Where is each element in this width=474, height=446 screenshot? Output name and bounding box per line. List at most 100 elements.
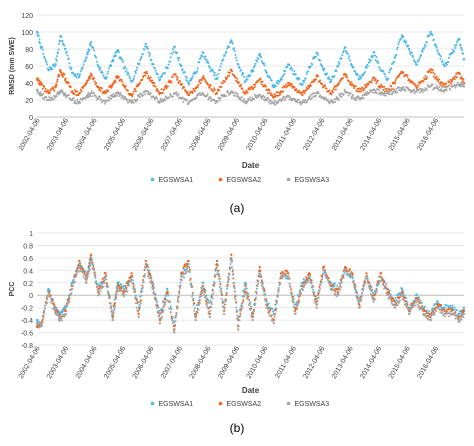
panel-a-point — [93, 76, 96, 79]
panel-b-point — [204, 300, 207, 303]
panel-a-point — [373, 50, 376, 53]
panel-b-point — [462, 306, 466, 309]
panel-b-point — [313, 294, 316, 297]
panel-a-point — [154, 85, 157, 88]
panel-b-point — [423, 305, 426, 308]
panel-b-point — [232, 277, 235, 280]
panel-b-point — [131, 274, 134, 277]
panel-b-x-tick-label: 2016-04-06 — [416, 345, 440, 380]
panel-b-point — [256, 279, 259, 282]
panel-b-point — [437, 305, 440, 308]
panel-a-x-tick-label: 2016-04-06 — [416, 117, 440, 152]
panel-b-point — [403, 299, 406, 302]
panel-b-point — [339, 288, 342, 291]
panel-a-point — [198, 92, 201, 95]
panel-b-point — [292, 298, 295, 301]
panel-a-point — [55, 58, 58, 61]
panel-a-point — [406, 75, 409, 78]
panel-a-point — [188, 83, 191, 86]
panel-a-point — [144, 74, 147, 77]
panel-a-point — [198, 80, 201, 83]
panel-b-point — [183, 276, 186, 279]
panel-b-point — [296, 308, 299, 311]
panel-b-point — [400, 287, 404, 291]
panel-b-point — [176, 306, 179, 309]
panel-b-point — [207, 299, 210, 302]
panel-a-point — [191, 91, 194, 94]
panel-a-point — [128, 75, 131, 78]
panel-b-point — [380, 276, 383, 279]
panel-b-point — [48, 295, 51, 298]
panel-b-point — [254, 302, 257, 305]
panel-a-point — [297, 89, 300, 92]
panel-a-point — [108, 67, 111, 70]
panel-a-point — [260, 97, 263, 100]
panel-b-point — [266, 306, 269, 309]
panel-a-point — [393, 88, 396, 91]
panel-a-point — [188, 94, 191, 97]
panel-b-point — [342, 276, 345, 279]
panel-a-point — [95, 56, 98, 59]
panel-b-point — [298, 300, 301, 303]
panel-a-point — [462, 58, 466, 61]
panel-a-point — [451, 48, 454, 51]
panel-b-point — [319, 283, 322, 286]
panel-a-point — [444, 86, 447, 89]
panel-a-point — [114, 81, 117, 84]
panel-a-point — [55, 84, 58, 87]
panel-b-point — [351, 281, 354, 284]
panel-b-point — [445, 310, 448, 313]
panel-a-point — [58, 74, 61, 77]
panel-a-point — [235, 56, 238, 59]
panel-a-point — [146, 47, 149, 50]
panel-a-point — [350, 81, 353, 84]
panel-b-point — [397, 294, 400, 297]
panel-a-x-tick-label: 2012-04-06 — [302, 117, 326, 152]
panel-b-point — [365, 275, 368, 278]
panel-b-point — [193, 309, 196, 312]
panel-b-point — [416, 303, 419, 306]
panel-b-x-axis-title: Date — [242, 386, 260, 395]
panel-a-point — [65, 50, 68, 53]
panel-b-point — [304, 276, 307, 279]
panel-a-point — [41, 96, 44, 99]
panel-b-point — [105, 284, 108, 287]
panel-a-point — [412, 90, 415, 93]
panel-b-point — [140, 294, 143, 297]
panel-a-point — [275, 81, 278, 84]
panel-b-point — [215, 259, 219, 263]
panel-a-point — [319, 94, 322, 97]
panel-a-point — [139, 96, 142, 99]
panel-b-point — [84, 277, 87, 280]
panel-a-point — [199, 56, 202, 59]
panel-b-point — [299, 292, 302, 295]
panel-b-point — [181, 273, 184, 276]
panel-a-point — [242, 100, 245, 103]
panel-a-point — [326, 72, 329, 75]
panel-b-point — [173, 331, 176, 334]
panel-a-point — [390, 89, 393, 92]
panel-a-point — [408, 50, 411, 53]
panel-a-series-egswsa2 — [35, 68, 466, 99]
panel-b-point — [42, 316, 45, 319]
panel-b-point — [142, 280, 145, 283]
panel-a-point — [317, 53, 320, 56]
panel-a-point — [347, 57, 350, 60]
panel-a-point — [345, 73, 348, 76]
panel-b-point — [139, 302, 142, 305]
panel-a-point — [264, 85, 267, 88]
panel-a-point — [234, 75, 237, 78]
panel-a-point — [435, 84, 438, 87]
panel-b-point — [41, 321, 44, 324]
panel-b-point — [167, 300, 170, 303]
panel-a-point — [344, 50, 347, 53]
panel-a-x-tick-label: 2006-04-06 — [132, 117, 156, 152]
panel-a-point — [176, 76, 179, 79]
panel-a-point — [396, 48, 399, 51]
panel-b-point — [307, 278, 310, 281]
panel-b-point — [146, 263, 149, 266]
panel-b-point — [100, 284, 103, 287]
panel-b-point — [377, 283, 380, 286]
panel-b-point — [166, 292, 169, 295]
panel-a-point — [228, 46, 231, 49]
